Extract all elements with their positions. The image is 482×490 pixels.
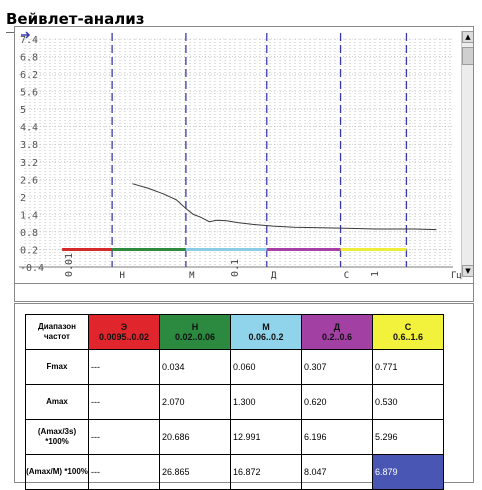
band-range: 0.0095..0.02 [98, 332, 150, 342]
table-cell[interactable]: 1.300 [230, 384, 302, 420]
table-cell[interactable]: 20.686 [159, 419, 231, 455]
y-tick-label: 3.2 [20, 158, 38, 169]
table-cell[interactable]: 0.034 [159, 349, 231, 385]
band-header-d: Д 0.2..0.6 [301, 314, 373, 350]
scroll-down-button[interactable]: ▼ [462, 265, 473, 277]
y-tick-label: 5 [20, 105, 26, 116]
band-range: 0.2..0.6 [321, 332, 353, 342]
band-results-panel: Диапазон частот Э 0.0095..0.02 Н 0.02..0… [14, 303, 474, 490]
table-cell[interactable]: 16.872 [230, 454, 302, 490]
scroll-thumb[interactable] [462, 47, 473, 65]
band-name: Д [333, 322, 341, 332]
table-cell[interactable]: 0.060 [230, 349, 302, 385]
band-results-table: Диапазон частот Э 0.0095..0.02 Н 0.02..0… [25, 314, 444, 490]
y-tick-label: 4.4 [20, 123, 38, 134]
band-range: 0.6..1.6 [392, 332, 424, 342]
y-tick-label: 6.8 [20, 53, 38, 64]
band-name: Н [191, 322, 199, 332]
band-header-s: С 0.6..1.6 [372, 314, 444, 350]
row-label-amax-m: (Amax/M) *100% [25, 454, 89, 490]
y-tick-label: -0.4 [20, 263, 44, 274]
chart-status-bar [14, 284, 474, 302]
table-cell[interactable]: 0.771 [372, 349, 444, 385]
table-cell[interactable]: 6.196 [301, 419, 373, 455]
arrow-icon [21, 31, 31, 39]
band-marker-label: Н [120, 271, 125, 281]
table-cell[interactable]: 0.620 [301, 384, 373, 420]
x-tick-label: 0.1 [230, 259, 241, 277]
y-tick-label: 3.8 [20, 140, 38, 151]
table-row: Fmax --- 0.034 0.060 0.307 0.771 [25, 349, 444, 385]
y-tick-label: 7.4 [20, 35, 38, 46]
band-marker-label: Д [271, 271, 277, 281]
table-row: (Amax/3s) *100% --- 20.686 12.991 6.196 … [25, 419, 444, 455]
row-label-fmax: Fmax [25, 349, 89, 385]
band-range: 0.02..0.06 [174, 332, 216, 342]
band-name: Э [120, 322, 128, 332]
wavelet-chart-panel: 7.4 6.8 6.2 5.6 5 4.4 3.8 3.2 2.6 2 1.4 0.8 0.2 -0.4 0… [14, 26, 474, 284]
table-row: (Amax/M) *100% --- 26.865 16.872 8.047 6… [25, 454, 444, 490]
y-tick-label: 0.8 [20, 228, 38, 239]
table-corner-cell: Диапазон частот [25, 314, 89, 350]
table-cell-selected[interactable]: 6.879 [372, 454, 444, 490]
table-cell[interactable]: 5.296 [372, 419, 444, 455]
table-cell[interactable]: 2.070 [159, 384, 231, 420]
band-range: 0.06..0.2 [248, 332, 284, 342]
x-tick-label: 0.01 [64, 253, 75, 277]
table-cell[interactable]: 0.530 [372, 384, 444, 420]
band-header-m: М 0.06..0.2 [230, 314, 302, 350]
row-label-amax: Amax [25, 384, 89, 420]
y-tick-label: 2 [20, 193, 26, 204]
band-header-e: Э 0.0095..0.02 [88, 314, 160, 350]
chart-scrollbar[interactable]: ▲ ▼ [461, 31, 473, 277]
band-name: С [404, 322, 412, 332]
y-tick-label: 2.6 [20, 175, 38, 186]
x-tick-label: 1 [370, 271, 381, 277]
row-label-amax-3s: (Amax/3s) *100% [25, 419, 89, 455]
wavelet-chart: 7.4 6.8 6.2 5.6 5 4.4 3.8 3.2 2.6 2 1.4 0.8 0.2 -0.4 0… [19, 31, 462, 281]
scroll-up-button[interactable]: ▲ [462, 31, 473, 43]
wavelet-curve [132, 183, 437, 231]
table-cell[interactable]: 0.307 [301, 349, 373, 385]
y-tick-label: 6.2 [20, 70, 38, 81]
band-name: М [262, 322, 270, 332]
y-tick-label: 0.2 [20, 245, 38, 256]
table-corner-label: Диапазон частот [38, 322, 76, 341]
band-header-n: Н 0.02..0.06 [159, 314, 231, 350]
table-cell[interactable]: --- [88, 454, 160, 490]
table-cell[interactable]: 12.991 [230, 419, 302, 455]
table-header-row: Диапазон частот Э 0.0095..0.02 Н 0.02..0… [25, 314, 444, 350]
table-cell[interactable]: 26.865 [159, 454, 231, 490]
band-marker-label: М [189, 271, 195, 281]
y-tick-label: 1.4 [20, 210, 38, 221]
window-title: Вейвлет-анализ [6, 10, 145, 28]
table-cell[interactable]: --- [88, 384, 160, 420]
x-unit-label: Гц [451, 271, 462, 281]
y-tick-label: 5.6 [20, 88, 38, 99]
table-cell[interactable]: --- [88, 349, 160, 385]
table-cell[interactable]: --- [88, 419, 160, 455]
table-row: Amax --- 2.070 1.300 0.620 0.530 [25, 384, 444, 420]
band-marker-label: С [344, 271, 349, 281]
table-cell[interactable]: 8.047 [301, 454, 373, 490]
